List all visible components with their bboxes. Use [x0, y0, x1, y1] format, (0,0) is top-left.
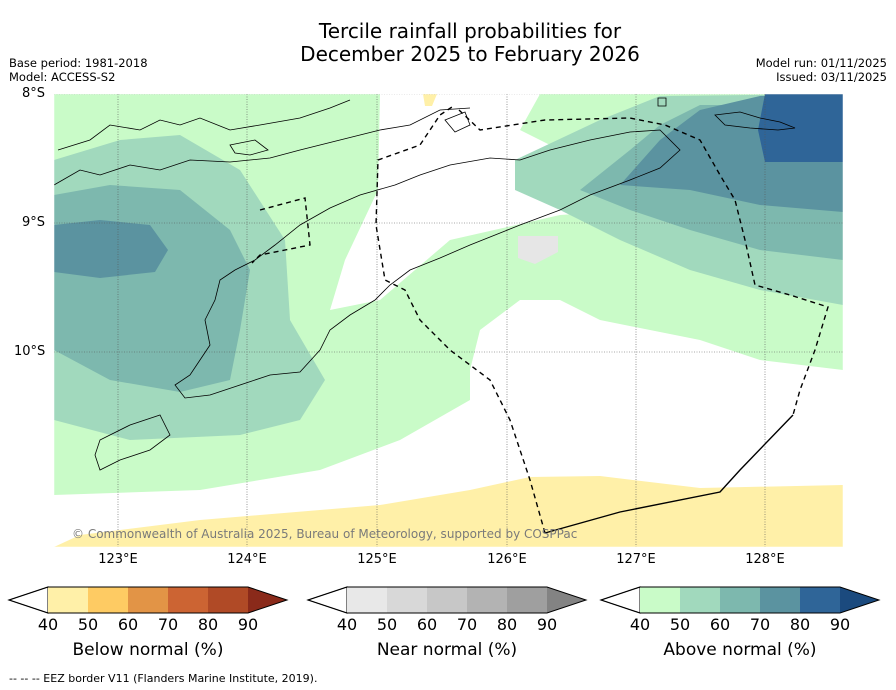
near-normal-swatch-80	[507, 587, 547, 613]
title-line-1: Tercile rainfall probabilities for	[318, 19, 622, 43]
lat-label-9s: 9°S	[22, 215, 46, 230]
near-normal-tick-50: 50	[376, 615, 398, 634]
below-normal-swatch-60	[128, 587, 168, 613]
below-normal-tick-40: 40	[37, 615, 59, 634]
below-normal-tick-90: 90	[237, 615, 259, 634]
lon-label-126e: 126°E	[487, 552, 527, 567]
coastlines	[54, 97, 796, 471]
near-normal-tick-40: 40	[336, 615, 358, 634]
near-normal-40-cell	[518, 236, 558, 264]
below-normal-swatch-80	[208, 587, 248, 613]
near-normal-title: Near normal (%)	[376, 640, 518, 660]
meta-right: Model run: 01/11/2025 Issued: 03/11/2025	[756, 56, 887, 84]
colorbar-near-normal	[306, 586, 588, 614]
above-normal-swatch-40	[640, 587, 680, 613]
above-normal-70-zone-west	[54, 220, 168, 278]
below-normal-40-cell	[423, 94, 437, 106]
near-normal-swatch-40	[347, 587, 387, 613]
model-name: Model: ACCESS-S2	[9, 70, 116, 84]
below-normal-40-zone	[54, 476, 843, 547]
above-normal-80-zone	[758, 94, 843, 162]
lon-label-125e: 125°E	[357, 552, 397, 567]
below-normal-swatch-40	[48, 587, 88, 613]
colorbar-above-normal	[599, 586, 881, 614]
above-normal-high-extension	[840, 587, 879, 613]
near-normal-tick-60: 60	[416, 615, 438, 634]
above-normal-title: Above normal (%)	[663, 640, 817, 660]
near-normal-swatch-70	[467, 587, 507, 613]
above-normal-tick-80: 80	[789, 615, 811, 634]
near-normal-swatch-60	[427, 587, 467, 613]
lon-label-128e: 128°E	[745, 552, 785, 567]
above-normal-tick-60: 60	[709, 615, 731, 634]
above-normal-tick-40: 40	[629, 615, 651, 634]
below-normal-low-extension	[7, 586, 49, 614]
gridlines	[54, 94, 843, 547]
below-normal-tick-70: 70	[157, 615, 179, 634]
copyright-notice: © Commonwealth of Australia 2025, Bureau…	[72, 527, 578, 541]
below-normal-swatch-50	[88, 587, 128, 613]
base-period: Base period: 1981-2018	[9, 56, 148, 70]
chart-title: Tercile rainfall probabilities for Decem…	[0, 20, 896, 66]
meta-left: Base period: 1981-2018 Model: ACCESS-S2	[9, 56, 148, 84]
eez-footnote: -- -- -- EEZ border V11 (Flanders Marine…	[9, 672, 318, 685]
title-line-2: December 2025 to February 2026	[300, 42, 640, 66]
above-normal-tick-90: 90	[829, 615, 851, 634]
below-normal-swatch-70	[168, 587, 208, 613]
lon-label-124e: 124°E	[227, 552, 267, 567]
near-normal-low-extension	[306, 586, 348, 614]
near-normal-tick-90: 90	[536, 615, 558, 634]
above-normal-swatch-70	[760, 587, 800, 613]
above-normal-tick-50: 50	[669, 615, 691, 634]
lat-label-10s: 10°S	[14, 344, 46, 359]
colorbar-below-normal	[7, 586, 289, 614]
model-run: Model run: 01/11/2025	[755, 56, 887, 70]
lon-label-127e: 127°E	[616, 552, 656, 567]
above-normal-swatch-60	[720, 587, 760, 613]
below-normal-title: Below normal (%)	[72, 640, 224, 660]
above-normal-tick-70: 70	[749, 615, 771, 634]
above-normal-swatch-80	[800, 587, 840, 613]
near-normal-tick-70: 70	[456, 615, 478, 634]
colorbars	[7, 586, 881, 614]
lon-label-123e: 123°E	[98, 552, 138, 567]
above-normal-swatch-50	[680, 587, 720, 613]
near-normal-tick-80: 80	[496, 615, 518, 634]
above-normal-low-extension	[599, 586, 641, 614]
below-normal-tick-50: 50	[77, 615, 99, 634]
near-normal-high-extension	[547, 587, 586, 613]
below-normal-tick-60: 60	[117, 615, 139, 634]
lat-label-8s: 8°S	[22, 86, 46, 101]
below-normal-high-extension	[248, 587, 287, 613]
issued-date: Issued: 03/11/2025	[776, 70, 887, 84]
near-normal-swatch-50	[387, 587, 427, 613]
eez-border	[251, 104, 829, 534]
below-normal-tick-80: 80	[197, 615, 219, 634]
